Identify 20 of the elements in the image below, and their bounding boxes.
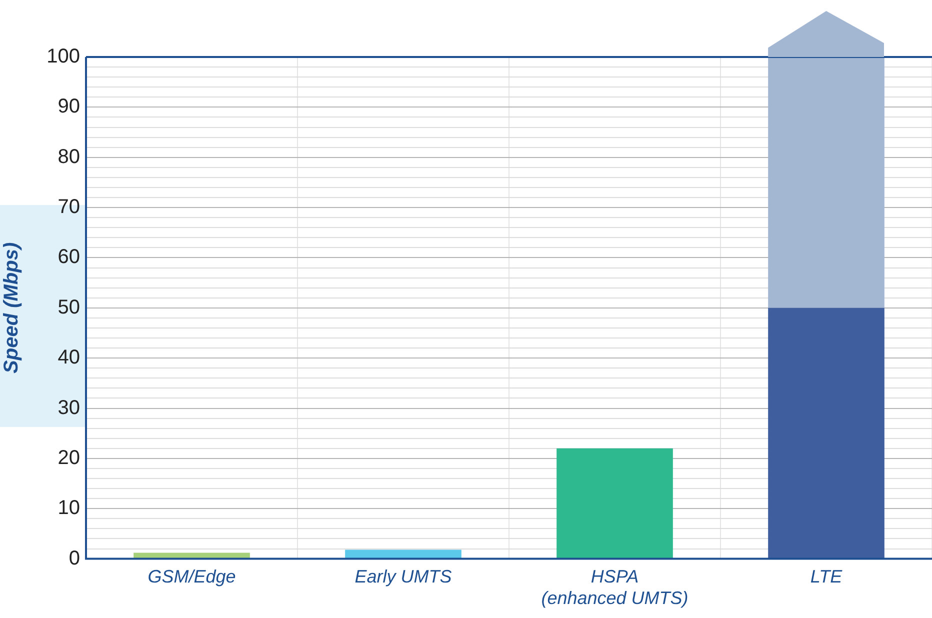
x-tick-label: Early UMTS (354, 566, 452, 587)
y-tick-label: 30 (58, 396, 80, 419)
y-tick-label: 20 (58, 446, 80, 469)
bar (345, 550, 462, 558)
y-tick-label: 60 (58, 246, 80, 268)
x-tick-label: GSM/Edge (148, 566, 236, 587)
y-tick-label: 40 (58, 346, 80, 369)
bar (134, 552, 250, 558)
y-tick-label: 70 (58, 196, 80, 218)
y-tick-label: 80 (58, 146, 80, 168)
y-tick-label: 0 (68, 547, 80, 570)
bar (556, 448, 673, 558)
y-axis-title: Speed (Mbps) (0, 242, 23, 374)
bar (768, 308, 884, 558)
y-tick-label: 50 (58, 296, 80, 318)
y-tick-label: 10 (58, 497, 80, 520)
y-tick-label: 100 (46, 46, 80, 68)
x-tick-label: HSPA (enhanced UMTS) (541, 566, 688, 608)
x-tick-label: LTE (810, 566, 844, 587)
y-tick-label: 90 (58, 96, 80, 118)
